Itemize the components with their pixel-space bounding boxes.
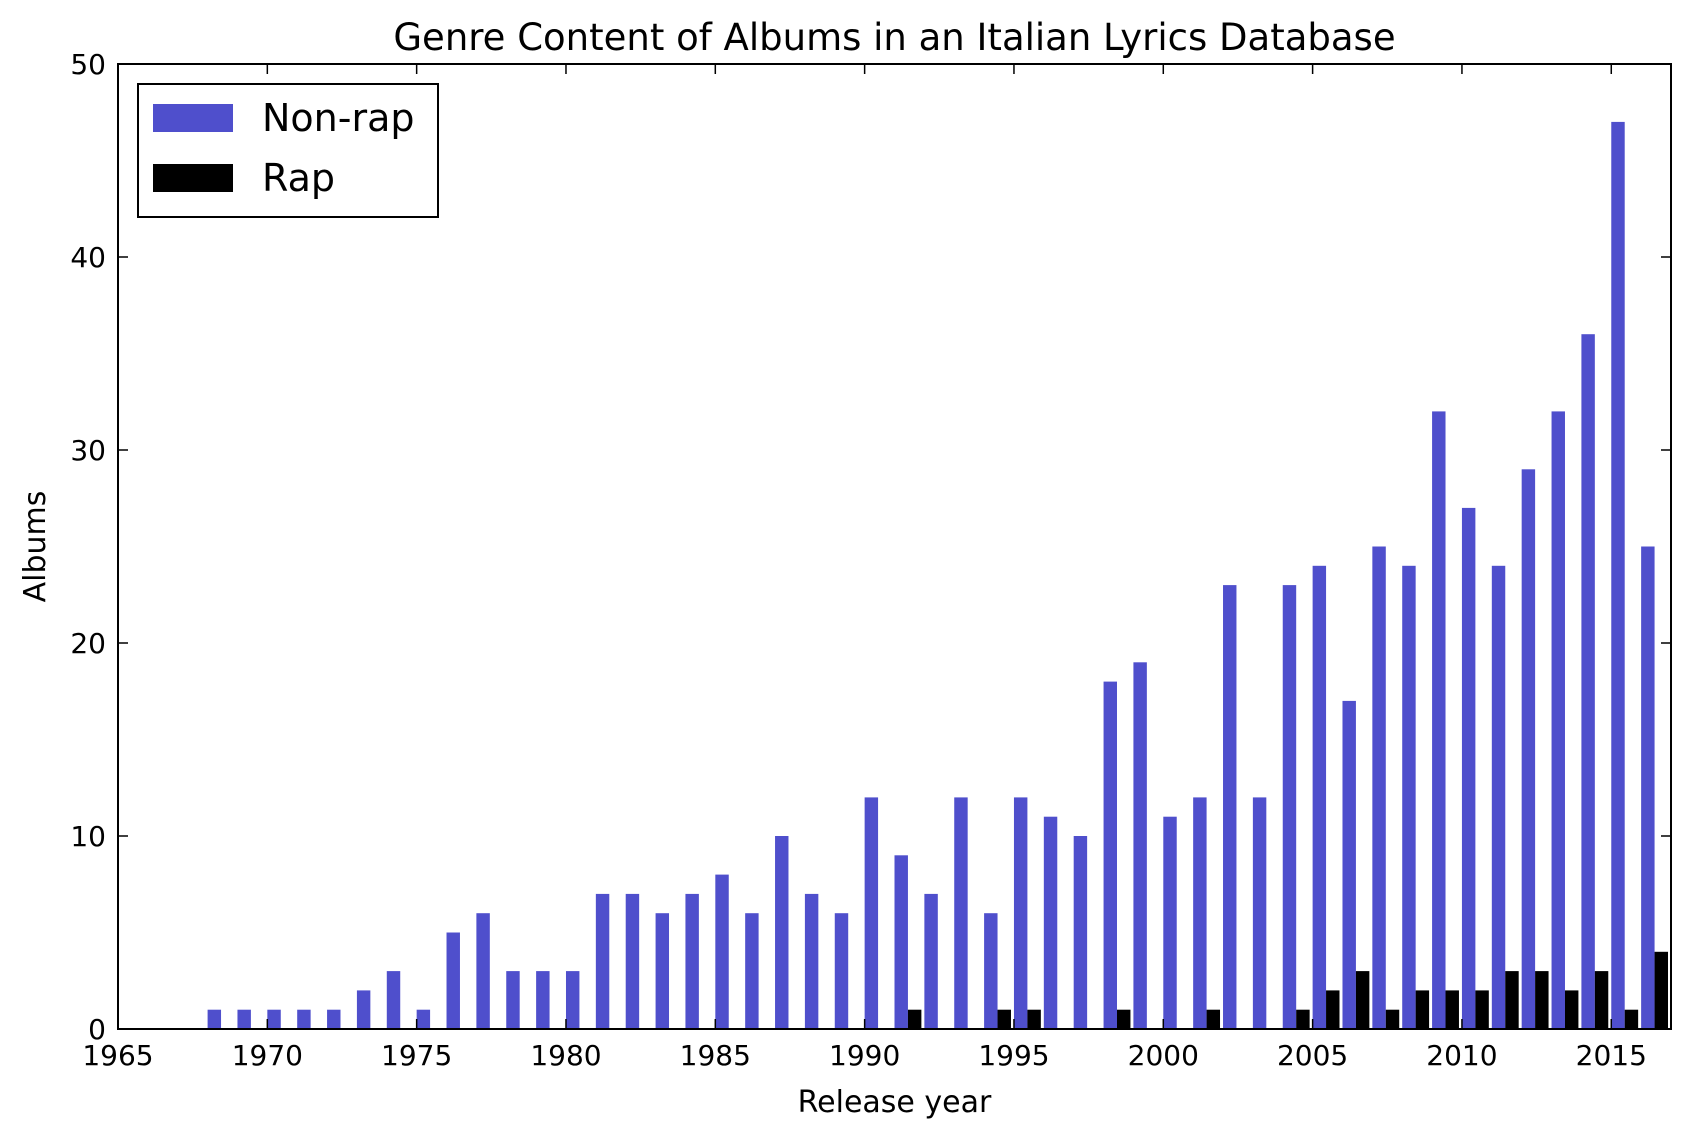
bar-non-rap-1976: [446, 932, 460, 1029]
bar-rap-2011: [1505, 971, 1519, 1029]
y-tick-label-40: 40: [70, 241, 106, 274]
bar-non-rap-1988: [804, 893, 819, 1029]
bar-non-rap-1985: [715, 874, 729, 1029]
bar-non-rap-2008: [1402, 565, 1416, 1029]
x-tick-label-2015: 2015: [1576, 1039, 1647, 1072]
bars-group: [207, 121, 1669, 1029]
bar-non-rap-2001: [1193, 797, 1207, 1029]
bar-non-rap-1981: [595, 893, 610, 1029]
bar-non-rap-1995: [1013, 797, 1028, 1029]
bar-non-rap-1993: [954, 797, 968, 1029]
bar-non-rap-2015: [1611, 121, 1625, 1029]
bar-rap-2005: [1326, 990, 1340, 1029]
bar-non-rap-1972: [327, 1009, 341, 1029]
bar-non-rap-2005: [1312, 565, 1327, 1029]
bar-rap-2001: [1206, 1009, 1221, 1029]
bar-rap-2007: [1385, 1009, 1400, 1029]
x-tick-label-1970: 1970: [232, 1039, 303, 1072]
bar-non-rap-1974: [386, 971, 401, 1029]
bar-non-rap-2014: [1581, 334, 1595, 1029]
bar-rap-2006: [1355, 971, 1370, 1029]
bar-non-rap-1969: [237, 1009, 251, 1029]
bar-rap-1995: [1027, 1009, 1041, 1029]
x-tick-label-1995: 1995: [978, 1039, 1049, 1072]
bar-rap-2010: [1475, 990, 1489, 1029]
y-axis-label: Albums: [18, 491, 53, 603]
plot-frame: [117, 63, 1672, 1030]
bar-rap-2016: [1654, 951, 1669, 1029]
bar-non-rap-2002: [1223, 585, 1237, 1029]
y-tick-label-50: 50: [70, 48, 106, 81]
x-tick-label-2010: 2010: [1426, 1039, 1497, 1072]
bar-non-rap-1992: [924, 893, 938, 1029]
x-axis-label: Release year: [798, 1085, 992, 1120]
y-tick-label-10: 10: [70, 820, 106, 853]
bar-non-rap-2006: [1342, 700, 1356, 1029]
bar-non-rap-1989: [834, 913, 849, 1029]
bar-non-rap-1978: [506, 971, 520, 1029]
y-tick-label-30: 30: [70, 434, 106, 467]
bar-rap-1994: [997, 1009, 1011, 1029]
bar-non-rap-1994: [984, 913, 998, 1029]
bar-non-rap-2012: [1521, 469, 1536, 1029]
bar-rap-2012: [1535, 971, 1549, 1029]
bar-rap-2004: [1296, 1009, 1310, 1029]
bar-rap-2013: [1564, 990, 1579, 1029]
bar-non-rap-1973: [356, 990, 371, 1029]
bar-non-rap-1968: [207, 1009, 222, 1029]
bar-non-rap-1977: [476, 913, 490, 1029]
bar-non-rap-1971: [297, 1009, 311, 1029]
bar-non-rap-2000: [1163, 816, 1177, 1029]
bar-rap-1998: [1117, 1009, 1131, 1029]
bar-non-rap-1990: [864, 797, 879, 1029]
legend-swatch-rap: [153, 164, 233, 192]
legend-swatch-non-rap: [153, 104, 233, 132]
bar-non-rap-1999: [1133, 662, 1147, 1029]
bar-non-rap-1984: [685, 893, 699, 1029]
bar-rap-2014: [1594, 971, 1609, 1029]
bar-non-rap-1979: [536, 971, 550, 1029]
legend-label-rap: Rap: [262, 156, 335, 200]
bar-non-rap-1970: [267, 1009, 281, 1029]
bar-non-rap-1975: [416, 1009, 431, 1029]
ticks-group: 1965 1970 1975 1980 1985 1990 1995 2000 2005 2010…: [70, 48, 1671, 1072]
bar-non-rap-2016: [1641, 546, 1655, 1029]
bar-non-rap-1997: [1073, 836, 1088, 1029]
x-tick-label-2000: 2000: [1128, 1039, 1199, 1072]
bar-non-rap-1982: [625, 893, 640, 1029]
bar-rap-2015: [1624, 1009, 1639, 1029]
bar-non-rap-2007: [1372, 546, 1386, 1029]
bar-rap-1991: [907, 1009, 922, 1029]
bar-non-rap-2013: [1551, 411, 1565, 1029]
bar-non-rap-1983: [655, 913, 670, 1029]
bar-non-rap-1980: [565, 971, 580, 1029]
x-tick-label-1985: 1985: [680, 1039, 751, 1072]
bar-non-rap-1987: [775, 836, 789, 1029]
bar-non-rap-2003: [1252, 797, 1267, 1029]
y-tick-label-20: 20: [70, 627, 106, 660]
bar-rap-2009: [1445, 990, 1459, 1029]
x-tick-label-2005: 2005: [1277, 1039, 1348, 1072]
x-tick-label-1975: 1975: [381, 1039, 452, 1072]
bar-non-rap-2009: [1432, 411, 1446, 1029]
bar-non-rap-1986: [745, 913, 759, 1029]
x-tick-label-1980: 1980: [530, 1039, 601, 1072]
bar-non-rap-1998: [1103, 681, 1117, 1029]
bar-non-rap-1996: [1043, 816, 1058, 1029]
x-tick-label-1990: 1990: [829, 1039, 900, 1072]
y-tick-label-0: 0: [88, 1013, 106, 1046]
legend: Non-rap Rap: [137, 83, 439, 218]
bar-non-rap-2004: [1282, 585, 1297, 1029]
legend-label-non-rap: Non-rap: [262, 96, 415, 140]
x-tick-label-1965: 1965: [82, 1039, 153, 1072]
bar-rap-2008: [1415, 990, 1430, 1029]
bar-non-rap-2011: [1491, 565, 1506, 1029]
chart-title: Genre Content of Albums in an Italian Ly…: [393, 16, 1395, 59]
bar-non-rap-1991: [894, 855, 908, 1029]
bar-non-rap-2010: [1461, 507, 1476, 1029]
